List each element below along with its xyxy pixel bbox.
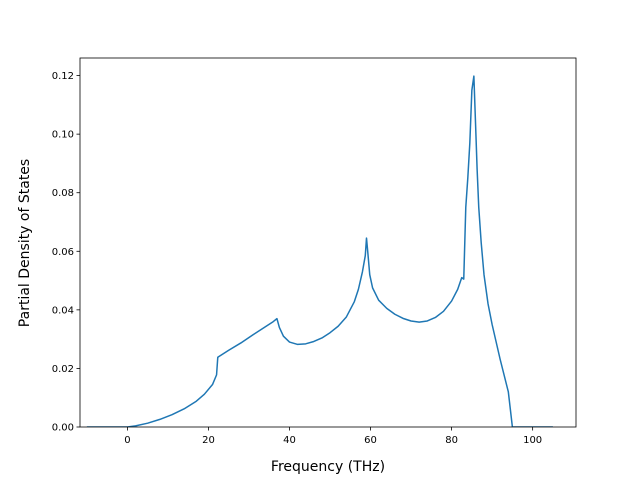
axes-frame <box>79 57 577 428</box>
y-tick-label: 0.12 <box>52 71 74 82</box>
x-tick-label: 40 <box>283 435 296 446</box>
y-tick-label: 0.06 <box>52 247 74 258</box>
y-tick-label: 0.02 <box>52 364 74 375</box>
x-tick-label: 100 <box>523 435 542 446</box>
y-tick-label: 0.10 <box>52 130 74 141</box>
x-tick-label: 80 <box>445 435 458 446</box>
axes: 0 20 40 60 80 100 0.00 0.02 0.04 0.06 0.08 0.10 0.12 <box>52 57 577 446</box>
x-tick-label: 20 <box>202 435 215 446</box>
x-axis-label: Frequency (THz) <box>271 459 385 475</box>
plot-area <box>86 75 553 427</box>
y-tick-label: 0.00 <box>52 423 74 434</box>
series-line-0 <box>86 75 553 427</box>
x-tick-label: 60 <box>364 435 377 446</box>
x-tick-label: 0 <box>124 435 130 446</box>
y-axis-label: Partial Density of States <box>17 159 33 327</box>
y-tick-label: 0.08 <box>52 188 74 199</box>
y-tick-label: 0.04 <box>52 305 74 316</box>
